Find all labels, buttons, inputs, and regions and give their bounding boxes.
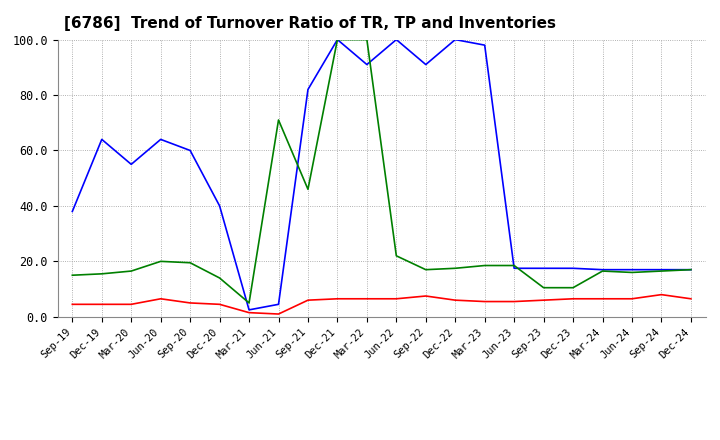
- Line: Trade Payables: Trade Payables: [72, 40, 691, 310]
- Trade Receivables: [628, 296, 636, 301]
- Trade Payables: [97, 137, 106, 142]
- Inventories: [68, 272, 76, 278]
- Trade Payables: [186, 148, 194, 153]
- Trade Payables: [333, 37, 342, 42]
- Trade Receivables: [392, 296, 400, 301]
- Trade Payables: [245, 307, 253, 312]
- Trade Payables: [687, 267, 696, 272]
- Trade Payables: [304, 87, 312, 92]
- Trade Payables: [480, 43, 489, 48]
- Inventories: [274, 117, 283, 123]
- Trade Receivables: [186, 300, 194, 305]
- Trade Payables: [598, 267, 607, 272]
- Trade Receivables: [539, 297, 548, 303]
- Trade Receivables: [274, 312, 283, 317]
- Line: Inventories: Inventories: [72, 40, 691, 303]
- Inventories: [304, 187, 312, 192]
- Trade Receivables: [657, 292, 666, 297]
- Trade Receivables: [215, 302, 224, 307]
- Trade Payables: [510, 266, 518, 271]
- Line: Trade Receivables: Trade Receivables: [72, 295, 691, 314]
- Inventories: [186, 260, 194, 265]
- Inventories: [598, 268, 607, 274]
- Trade Payables: [569, 266, 577, 271]
- Trade Payables: [363, 62, 372, 67]
- Trade Receivables: [687, 296, 696, 301]
- Inventories: [687, 267, 696, 272]
- Inventories: [156, 259, 165, 264]
- Trade Receivables: [363, 296, 372, 301]
- Inventories: [245, 300, 253, 305]
- Trade Payables: [421, 62, 430, 67]
- Trade Receivables: [480, 299, 489, 304]
- Inventories: [657, 268, 666, 274]
- Trade Receivables: [304, 297, 312, 303]
- Trade Payables: [539, 266, 548, 271]
- Trade Receivables: [451, 297, 459, 303]
- Inventories: [333, 37, 342, 42]
- Trade Receivables: [421, 293, 430, 299]
- Trade Receivables: [598, 296, 607, 301]
- Trade Payables: [68, 209, 76, 214]
- Trade Receivables: [333, 296, 342, 301]
- Inventories: [421, 267, 430, 272]
- Trade Receivables: [245, 310, 253, 315]
- Inventories: [392, 253, 400, 258]
- Trade Receivables: [127, 302, 135, 307]
- Trade Receivables: [510, 299, 518, 304]
- Inventories: [363, 37, 372, 42]
- Trade Payables: [274, 302, 283, 307]
- Trade Payables: [451, 37, 459, 42]
- Trade Receivables: [68, 302, 76, 307]
- Trade Receivables: [156, 296, 165, 301]
- Inventories: [451, 266, 459, 271]
- Text: [6786]  Trend of Turnover Ratio of TR, TP and Inventories: [6786] Trend of Turnover Ratio of TR, TP…: [64, 16, 556, 32]
- Trade Receivables: [569, 296, 577, 301]
- Inventories: [510, 263, 518, 268]
- Trade Payables: [392, 37, 400, 42]
- Trade Payables: [215, 203, 224, 209]
- Trade Payables: [657, 267, 666, 272]
- Inventories: [127, 268, 135, 274]
- Trade Payables: [127, 161, 135, 167]
- Inventories: [215, 275, 224, 281]
- Trade Receivables: [97, 302, 106, 307]
- Inventories: [97, 271, 106, 276]
- Trade Payables: [156, 137, 165, 142]
- Inventories: [569, 285, 577, 290]
- Trade Payables: [628, 267, 636, 272]
- Inventories: [480, 263, 489, 268]
- Inventories: [628, 270, 636, 275]
- Inventories: [539, 285, 548, 290]
